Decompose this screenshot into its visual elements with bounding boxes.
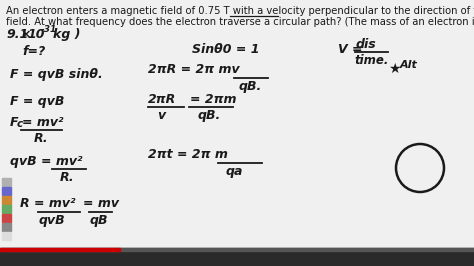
Text: kg ): kg ) [53,28,81,41]
Text: F = qvB: F = qvB [10,95,64,108]
Text: R.: R. [34,132,49,145]
Bar [2,187,11,195]
Bar [2,232,11,240]
Text: field. At what frequency does the electron traverse a circular path? (The mass o: field. At what frequency does the electr… [6,17,474,27]
Text: V =: V = [338,43,363,56]
Text: = mv²: = mv² [22,116,64,129]
Bar [2,196,11,204]
Text: dis: dis [356,38,377,51]
Text: f=?: f=? [22,45,45,58]
Text: F: F [10,116,18,129]
Text: v: v [157,109,165,122]
Text: 2πt = 2π m: 2πt = 2π m [148,148,228,161]
Bar [2,223,11,231]
Bar [0,248,474,266]
Text: qB.: qB. [198,109,221,122]
Text: ×: × [20,28,30,41]
Text: 2πR: 2πR [148,93,176,106]
Text: 2πR = 2π mv: 2πR = 2π mv [148,63,240,76]
Text: 10: 10 [27,28,45,41]
Text: = mv: = mv [83,197,119,210]
Text: ★: ★ [388,62,401,76]
Text: 9.1: 9.1 [6,28,28,41]
Bar [2,214,11,222]
Text: F = qvB sinθ.: F = qvB sinθ. [10,68,103,81]
Text: qB.: qB. [239,80,262,93]
Text: qvB = mv²: qvB = mv² [10,155,82,168]
Text: qB: qB [90,214,109,227]
Bar [2,205,11,213]
Text: qvB: qvB [39,214,65,227]
Bar [0,248,120,251]
Text: qa: qa [226,165,243,178]
Text: Alt: Alt [400,60,418,70]
Text: R.: R. [60,171,74,184]
Text: -31: -31 [41,25,57,34]
Text: c: c [17,119,23,129]
Text: An electron enters a magnetic field of 0.75 T with a velocity perpendicular to t: An electron enters a magnetic field of 0… [6,6,474,16]
Text: = 2πm: = 2πm [190,93,237,106]
Bar [0,248,474,251]
Text: R = mv²: R = mv² [20,197,75,210]
Text: time.: time. [355,54,389,67]
Text: Sinθ0 = 1: Sinθ0 = 1 [192,43,259,56]
Bar [2,178,11,186]
